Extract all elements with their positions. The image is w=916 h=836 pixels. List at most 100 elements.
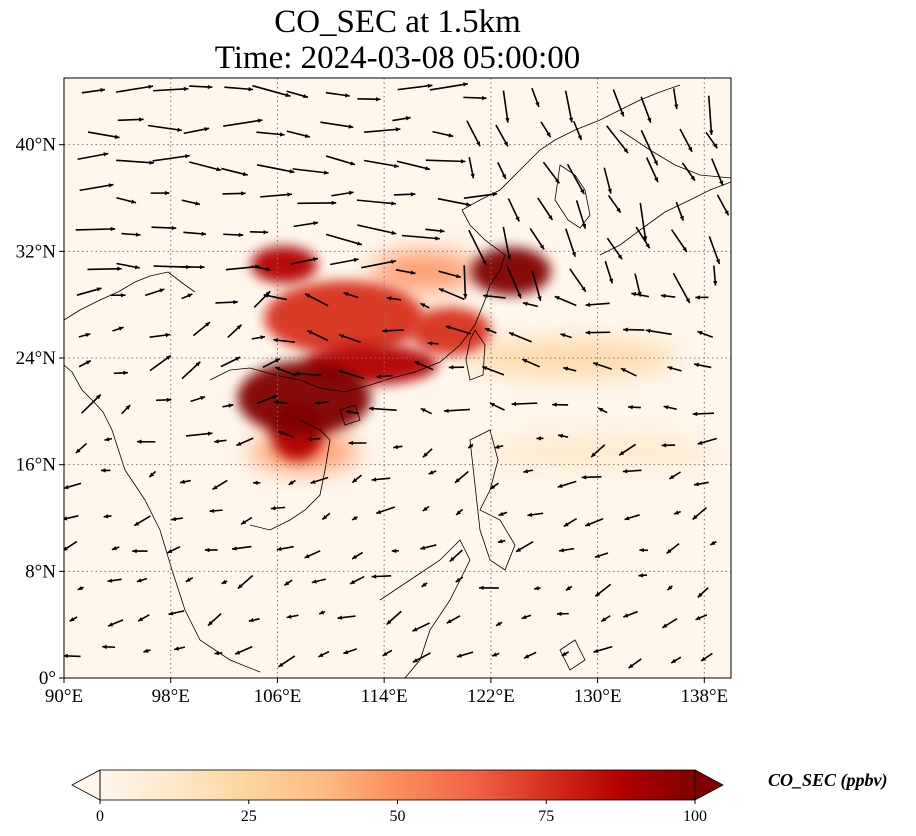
wind-arrow (276, 545, 294, 552)
wind-arrow (446, 615, 461, 624)
wind-arrow (623, 327, 645, 332)
wind-arrow (564, 90, 574, 123)
wind-arrow (277, 430, 294, 438)
wind-arrow (597, 407, 608, 414)
wind-arrow (283, 579, 293, 587)
wind-arrow (667, 366, 682, 372)
wind-arrow (640, 96, 652, 123)
wind-arrow (507, 198, 520, 222)
wind-arrow (640, 130, 659, 166)
wind-arrow (132, 548, 148, 554)
wind-arrow (111, 546, 120, 551)
wind-arrow (168, 610, 185, 616)
wind-arrow (618, 443, 637, 456)
wind-arrow (190, 396, 206, 403)
wind-arrow (77, 152, 109, 161)
wind-arrow (494, 444, 504, 449)
wind-arrow (156, 397, 172, 403)
wind-arrow (444, 408, 470, 413)
wind-arrow (77, 585, 84, 591)
coastline-philippines (469, 429, 516, 571)
wind-arrow (136, 439, 156, 444)
wind-arrow (559, 547, 575, 553)
y-tick-label: 16°N (16, 455, 57, 476)
wind-arrow (584, 518, 604, 527)
x-tick-label: 98°E (152, 686, 190, 707)
wind-arrow (69, 616, 78, 623)
wind-arrow (116, 84, 154, 93)
wind-arrow (223, 232, 244, 238)
wind-arrow (349, 575, 365, 585)
y-tick-label: 32°N (16, 241, 57, 262)
wind-arrow (711, 158, 724, 186)
wind-arrow (670, 229, 688, 253)
wind-arrow (663, 405, 677, 410)
wind-arrow (497, 539, 506, 544)
wind-arrow (223, 118, 263, 127)
wind-arrow (337, 615, 356, 620)
wind-arrow (121, 404, 131, 415)
wind-arrow (491, 652, 500, 657)
wind-arrow (136, 577, 148, 583)
wind-arrow (173, 646, 186, 651)
wind-arrow (429, 82, 468, 91)
wind-arrow (675, 201, 685, 221)
coastline-hainan (339, 404, 361, 426)
wind-arrow (563, 517, 578, 528)
wind-arrow (209, 508, 223, 514)
wind-arrow (557, 480, 577, 488)
wind-arrow (256, 394, 278, 405)
wind-arrow (607, 194, 622, 214)
wind-arrow (437, 197, 471, 207)
wind-arrow (628, 658, 642, 669)
wind-arrow (222, 191, 246, 196)
wind-arrow (639, 202, 648, 241)
wind-arrow (78, 332, 91, 338)
wind-arrow (338, 334, 361, 343)
wind-arrow (463, 192, 498, 199)
wind-arrow (185, 431, 213, 437)
coastline-japan-north (619, 129, 731, 179)
wind-arrow (76, 287, 102, 296)
colorbar-tick-label: 100 (683, 808, 707, 825)
wind-arrow (695, 295, 709, 300)
wind-arrow (152, 154, 190, 162)
wind-arrow (87, 131, 120, 139)
co-plume-region (237, 360, 371, 436)
wind-arrow (318, 610, 326, 615)
wind-arrow (705, 131, 718, 149)
wind-arrow (293, 221, 319, 228)
wind-arrow (214, 650, 223, 656)
wind-arrow (249, 230, 269, 235)
wind-arrow (624, 514, 640, 521)
wind-arrow (635, 226, 651, 249)
wind-arrow (183, 231, 207, 237)
wind-arrow (185, 577, 194, 583)
wind-arrow (290, 257, 319, 265)
wind-arrow (695, 614, 708, 621)
wind-arrow (311, 578, 327, 584)
wind-arrow (489, 402, 505, 411)
wind-arrow (236, 437, 254, 447)
coastline-south-china (209, 284, 491, 393)
wind-arrow (565, 228, 576, 258)
wind-arrow (483, 293, 506, 299)
wind-arrow (392, 116, 411, 122)
wind-arrow (639, 548, 649, 553)
wind-arrow (256, 164, 295, 174)
wind-arrow (240, 516, 253, 525)
wind-arrow (214, 439, 227, 444)
wind-arrow (364, 127, 401, 133)
wind-arrow (694, 362, 712, 369)
wind-arrow (590, 444, 606, 458)
wind-arrow (536, 436, 544, 441)
wind-arrow (542, 161, 561, 184)
wind-arrow (420, 544, 437, 550)
wind-arrow (506, 265, 522, 299)
wind-arrow (692, 411, 715, 417)
co-plume-region (264, 280, 425, 356)
wind-arrow (467, 443, 474, 449)
wind-arrow (314, 400, 329, 405)
wind-arrow (103, 514, 112, 519)
